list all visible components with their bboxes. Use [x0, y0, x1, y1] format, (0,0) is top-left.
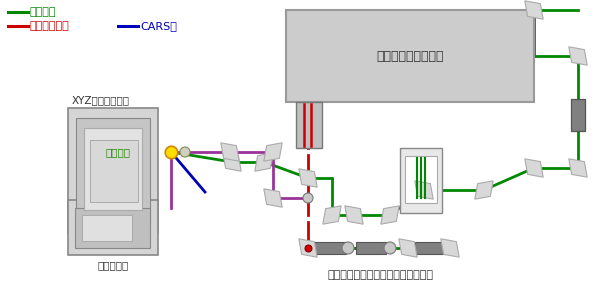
Polygon shape — [475, 181, 493, 199]
Circle shape — [384, 242, 396, 254]
Bar — [82, 215, 132, 241]
Circle shape — [303, 193, 313, 203]
Text: 分光検出器: 分光検出器 — [97, 260, 129, 270]
Text: XYZ自動ステージ: XYZ自動ステージ — [72, 95, 130, 105]
Polygon shape — [399, 239, 417, 257]
Polygon shape — [223, 153, 241, 171]
Polygon shape — [345, 206, 363, 224]
Polygon shape — [299, 239, 317, 257]
Polygon shape — [441, 239, 459, 257]
Bar — [314, 242, 346, 254]
Text: サンプル: サンプル — [105, 147, 130, 157]
Circle shape — [180, 147, 190, 157]
Polygon shape — [415, 181, 433, 199]
Polygon shape — [525, 159, 543, 177]
Bar — [296, 102, 322, 148]
Bar — [90, 140, 138, 202]
Polygon shape — [255, 153, 273, 171]
Text: CARS光: CARS光 — [140, 21, 177, 31]
Polygon shape — [569, 159, 587, 177]
Text: ポンプ光: ポンプ光 — [30, 7, 57, 17]
Bar — [75, 208, 150, 248]
Bar — [400, 148, 442, 213]
Polygon shape — [381, 206, 399, 224]
Bar — [571, 99, 585, 131]
Polygon shape — [264, 189, 282, 207]
Polygon shape — [569, 47, 587, 65]
Bar — [68, 108, 158, 233]
Bar — [415, 242, 445, 254]
Polygon shape — [221, 143, 239, 161]
Polygon shape — [264, 143, 282, 161]
Text: ストークス光: ストークス光 — [30, 21, 70, 31]
Circle shape — [342, 242, 354, 254]
Polygon shape — [299, 169, 317, 187]
Bar — [76, 118, 150, 223]
Bar — [286, 10, 534, 102]
Bar — [356, 242, 386, 254]
Text: フォトニッククリスタルファイバー: フォトニッククリスタルファイバー — [327, 270, 433, 280]
Bar — [68, 200, 158, 255]
Polygon shape — [525, 1, 543, 19]
Polygon shape — [323, 206, 341, 224]
Bar — [405, 156, 437, 203]
Text: フェムト秒レーザー: フェムト秒レーザー — [376, 50, 444, 63]
Bar — [84, 128, 142, 210]
